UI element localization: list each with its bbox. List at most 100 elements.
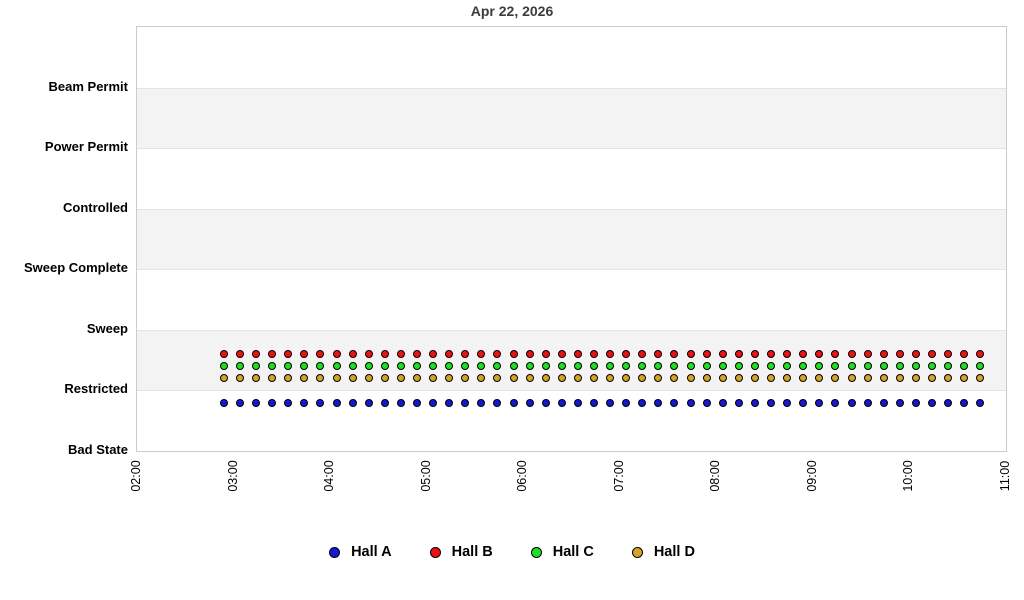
data-point-hall-d	[348, 374, 357, 383]
data-point-hall-b	[750, 350, 759, 359]
data-point-hall-a	[767, 398, 776, 407]
data-point-hall-b	[380, 350, 389, 359]
data-point-hall-d	[927, 374, 936, 383]
data-point-hall-a	[493, 398, 502, 407]
data-point-hall-a	[944, 398, 953, 407]
data-point-hall-a	[831, 398, 840, 407]
data-point-hall-a	[960, 398, 969, 407]
data-point-hall-b	[799, 350, 808, 359]
data-point-hall-c	[300, 362, 309, 371]
data-point-hall-b	[509, 350, 518, 359]
data-point-hall-b	[235, 350, 244, 359]
data-point-hall-c	[686, 362, 695, 371]
legend-marker-hall-b	[429, 546, 441, 558]
data-point-hall-d	[670, 374, 679, 383]
data-point-hall-b	[252, 350, 261, 359]
data-point-hall-a	[718, 398, 727, 407]
x-axis-label: 11:00	[998, 460, 1012, 492]
data-point-hall-d	[976, 374, 985, 383]
data-point-hall-c	[316, 362, 325, 371]
data-point-hall-a	[364, 398, 373, 407]
data-point-hall-b	[219, 350, 228, 359]
data-point-hall-d	[815, 374, 824, 383]
data-point-hall-d	[847, 374, 856, 383]
x-axis-label: 06:00	[515, 460, 530, 492]
data-point-hall-a	[300, 398, 309, 407]
data-point-hall-b	[783, 350, 792, 359]
data-point-hall-a	[783, 398, 792, 407]
legend-marker-hall-a	[329, 546, 341, 558]
data-point-hall-c	[622, 362, 631, 371]
legend-label: Hall C	[552, 544, 594, 560]
data-point-hall-d	[413, 374, 421, 383]
data-point-hall-c	[219, 362, 228, 371]
data-point-hall-c	[638, 362, 647, 371]
data-point-hall-d	[573, 374, 582, 383]
data-point-hall-b	[396, 350, 405, 359]
y-axis-label: Power Permit	[44, 139, 128, 155]
data-point-hall-c	[557, 362, 566, 371]
data-point-hall-d	[960, 374, 969, 383]
data-point-hall-b	[364, 350, 373, 359]
data-point-hall-d	[863, 374, 872, 383]
x-axis-label: 05:00	[418, 460, 433, 492]
data-point-hall-d	[364, 374, 373, 383]
data-point-hall-b	[429, 350, 438, 359]
data-point-hall-d	[557, 374, 566, 383]
data-point-hall-c	[960, 362, 969, 371]
plot-band	[137, 329, 1006, 391]
plot-band	[137, 27, 1006, 88]
plot-band	[137, 269, 1006, 330]
data-point-hall-d	[654, 374, 663, 383]
data-point-hall-d	[509, 374, 518, 383]
legend-label: Hall B	[451, 544, 493, 560]
data-point-hall-c	[654, 362, 663, 371]
data-point-hall-d	[750, 374, 759, 383]
data-point-hall-b	[863, 350, 872, 359]
data-point-hall-b	[477, 350, 486, 359]
x-axis-label: 07:00	[611, 460, 626, 492]
data-point-hall-c	[895, 362, 904, 371]
data-point-hall-b	[525, 350, 534, 359]
data-point-hall-c	[670, 362, 679, 371]
x-axis-label: 09:00	[804, 460, 819, 492]
data-point-hall-a	[702, 398, 711, 407]
data-point-hall-a	[879, 398, 888, 407]
data-point-hall-a	[847, 398, 856, 407]
data-point-hall-a	[316, 398, 325, 407]
data-point-hall-d	[396, 374, 405, 383]
legend-item-hall-c: Hall C	[530, 544, 594, 560]
data-point-hall-a	[541, 398, 550, 407]
data-point-hall-b	[622, 350, 631, 359]
data-point-hall-d	[622, 374, 631, 383]
gridline	[137, 87, 1006, 89]
data-point-hall-d	[541, 374, 550, 383]
legend-item-hall-b: Hall B	[429, 544, 493, 560]
data-point-hall-a	[477, 398, 486, 407]
data-point-hall-a	[815, 398, 824, 407]
data-point-hall-d	[380, 374, 389, 383]
data-point-hall-c	[541, 362, 550, 371]
data-point-hall-d	[944, 374, 953, 383]
data-point-hall-a	[445, 398, 454, 407]
gridline	[137, 329, 1006, 331]
data-point-hall-a	[573, 398, 582, 407]
data-point-hall-c	[396, 362, 405, 371]
x-axis-label: 08:00	[708, 460, 723, 492]
data-point-hall-c	[863, 362, 872, 371]
data-point-hall-a	[638, 398, 647, 407]
data-point-hall-d	[332, 374, 341, 383]
data-point-hall-c	[783, 362, 792, 371]
data-point-hall-d	[493, 374, 502, 383]
data-point-hall-a	[429, 398, 438, 407]
data-point-hall-b	[976, 350, 985, 359]
data-point-hall-a	[219, 398, 228, 407]
data-point-hall-b	[927, 350, 936, 359]
data-point-hall-a	[284, 398, 293, 407]
plot-band	[137, 87, 1006, 149]
data-point-hall-d	[799, 374, 808, 383]
gridline	[137, 148, 1006, 150]
data-point-hall-d	[895, 374, 904, 383]
data-point-hall-c	[573, 362, 582, 371]
data-point-hall-c	[364, 362, 373, 371]
